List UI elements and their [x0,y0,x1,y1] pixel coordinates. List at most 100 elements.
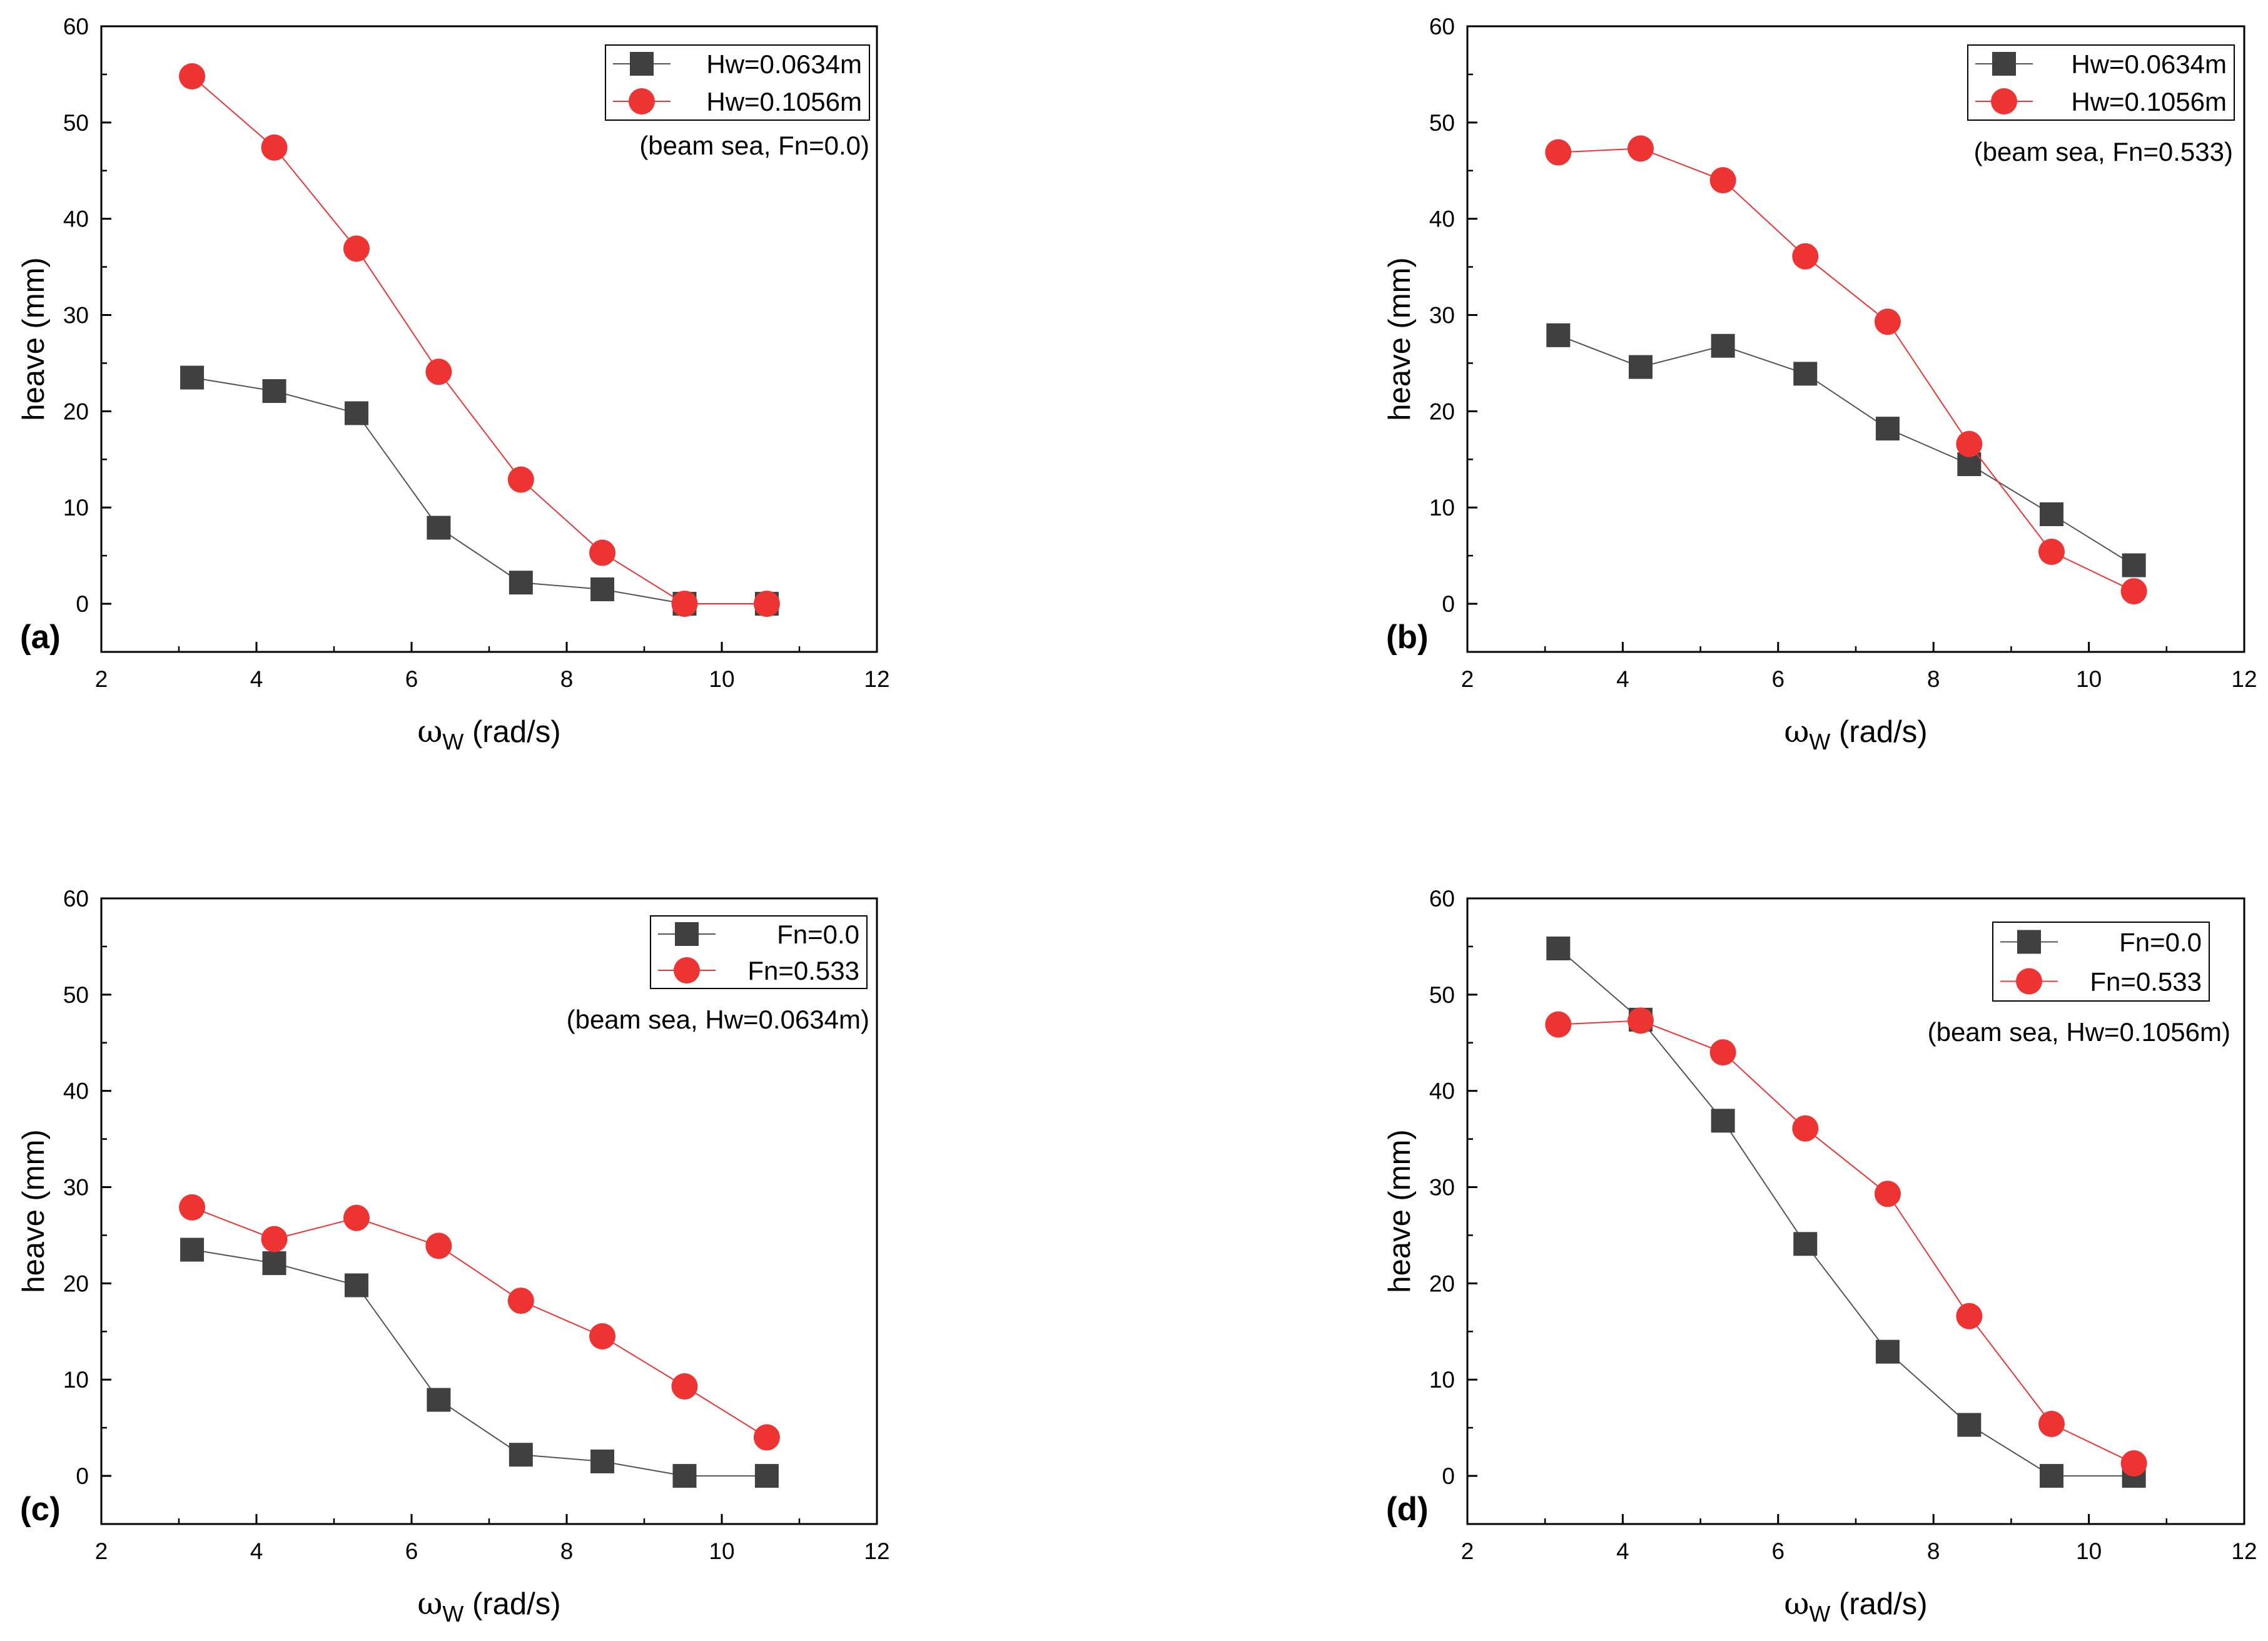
data-point-circle [1709,1039,1736,1066]
x-tick-label: 12 [864,1538,889,1564]
data-point-circle [425,1232,452,1259]
omega-subscript: W [442,729,463,754]
chart-panel-d: 2 4 6 8 10 12 0 10 20 30 40 50 60 ωW (rad/s) heave (mm… [1383,886,2257,1627]
data-point-circle [1545,1011,1572,1038]
data-point-square [2122,553,2146,577]
data-point-circle [261,1226,288,1252]
data-point-square [2039,1464,2063,1488]
series-line-circle [1558,1020,2135,1464]
data-point-circle [1627,135,1654,162]
data-point-circle [671,591,698,617]
data-point-square [1875,1339,1900,1364]
legend-label: Fn=0.0 [777,920,859,949]
chart-panel-b: 2 4 6 8 10 12 0 10 20 30 40 50 60 ωW (rad/s) heave (mm… [1383,14,2257,754]
data-point-circle [1627,1007,1654,1034]
x-tick-label: 12 [2231,1538,2257,1564]
y-tick-label: 20 [1429,399,1455,424]
y-tick-label: 0 [1442,1463,1455,1489]
x-axis-title: ωW (rad/s) [1784,1586,1927,1627]
data-point-square [754,1464,779,1488]
x-tick-label: 6 [405,666,418,692]
data-point-square [509,1443,533,1467]
omega-subscript: W [1809,1601,1830,1627]
y-tick-label: 10 [1429,495,1455,521]
legend-marker-circle [674,957,700,983]
data-point-square [2039,502,2063,526]
y-axis-title: heave (mm) [17,1129,51,1293]
data-point-circle [507,466,534,493]
y-tick-label: 30 [63,303,89,328]
annotation: (beam sea, Hw=0.1056m) [1928,1017,2230,1047]
data-point-circle [179,1194,206,1221]
legend-label: Fn=0.533 [2090,967,2202,997]
y-tick-label: 50 [1429,982,1455,1008]
x-tick-label: 12 [2231,666,2257,692]
series-line-square [1557,948,2134,1477]
x-tick-label: 6 [1772,666,1785,692]
data-point-circle [1792,1115,1819,1142]
series-line-square [191,377,767,605]
data-point-square [1957,1413,1982,1437]
data-point-square [1711,1109,1735,1133]
y-tick-label: 30 [1429,1175,1455,1201]
x-axis-title: ωW (rad/s) [417,714,560,754]
x-tick-label: 4 [1616,1538,1629,1564]
data-point-circle [589,1323,616,1349]
series-line-circle [191,1206,767,1438]
legend-label: Hw=0.0634m [706,49,862,79]
data-point-square [1546,323,1571,347]
x-tick-label: 2 [1461,666,1474,692]
legend-marker-square [2017,930,2041,954]
x-tick-label: 2 [95,666,108,692]
x-tick-label: 12 [864,666,889,692]
x-axis-title: ωW (rad/s) [417,1586,560,1627]
data-point-square [262,1251,286,1276]
data-point-square [1875,417,1900,441]
panel-label: (a) [20,619,61,656]
panel-label: (d) [1386,1491,1429,1528]
x-tick-label: 10 [709,1538,734,1564]
x-tick-label: 8 [1927,1538,1940,1564]
annotation: (beam sea, Hw=0.0634m) [567,1005,869,1034]
data-point-square [1793,362,1818,386]
legend-marker-square [1992,52,2016,76]
x-tick-label: 6 [1772,1538,1785,1564]
data-point-square [590,1450,615,1473]
y-tick-label: 60 [63,14,89,39]
omega-subscript: W [1809,729,1830,754]
data-point-circle [1956,430,1983,457]
y-tick-label: 60 [63,886,89,912]
x-tick-label: 10 [709,666,734,692]
y-tick-label: 0 [1442,591,1455,617]
data-point-circle [2120,578,2147,605]
data-point-square [1793,1232,1818,1256]
data-point-circle [1545,139,1572,166]
omega-subscript: W [442,1601,463,1627]
y-tick-label: 0 [76,591,89,617]
legend-label: Hw=0.1056m [706,87,862,116]
data-point-square [344,401,368,425]
y-tick-label: 0 [76,1463,89,1489]
legend-marker-circle [629,88,655,114]
x-tick-label: 10 [2076,666,2102,692]
legend-marker-square [675,922,699,946]
data-point-square [672,1464,697,1488]
x-tick-label: 6 [405,1538,418,1564]
annotation: (beam sea, Fn=0.533) [1974,137,2233,166]
data-point-square [180,1237,205,1262]
series-line-square [1557,334,2135,566]
y-tick-label: 60 [1429,886,1455,912]
y-tick-label: 50 [63,982,89,1008]
data-point-circle [753,1424,780,1451]
y-tick-label: 40 [63,206,89,232]
data-point-circle [1874,1181,1901,1207]
legend-label: Hw=0.0634m [2071,49,2227,79]
x-tick-label: 10 [2076,1538,2102,1564]
data-point-circle [2038,539,2065,565]
data-point-circle [1874,308,1901,335]
omega-symbol: ω [1784,714,1809,749]
x-axis-unit: (rad/s) [463,1587,560,1621]
panel-label: (b) [1386,619,1429,656]
data-point-circle [671,1373,698,1400]
data-point-square [262,379,286,404]
